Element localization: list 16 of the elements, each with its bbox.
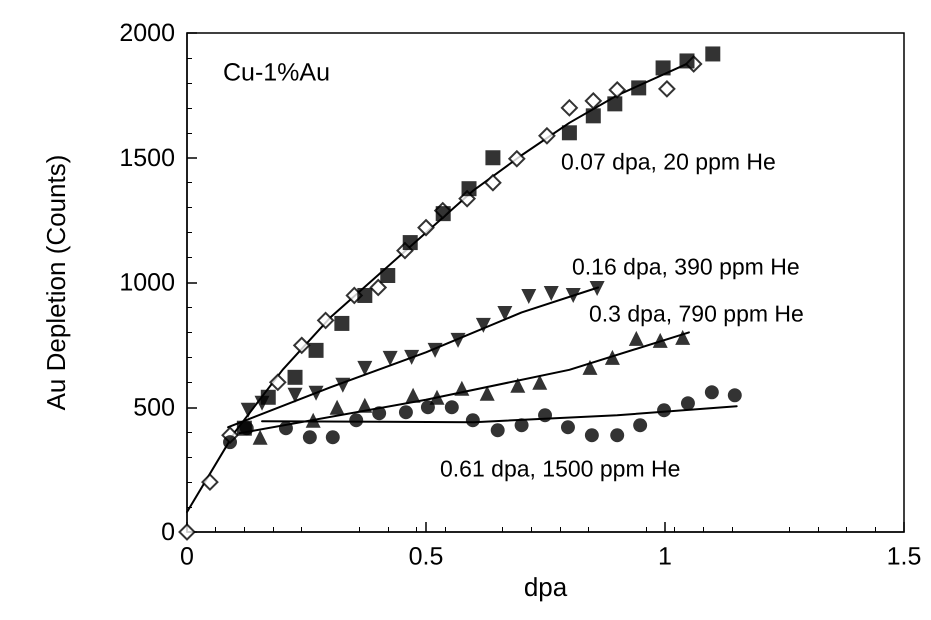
annotation: 0.61 dpa, 1500 ppm He [440, 456, 680, 482]
annotation: 0.16 dpa, 390 ppm He [572, 254, 800, 280]
y-tick-label: 1000 [119, 268, 175, 296]
annotation: 0.3 dpa, 790 ppm He [589, 300, 804, 326]
x-tick-label: 0.5 [408, 542, 444, 570]
y-axis-title: Au Depletion (Counts) [41, 154, 71, 410]
x-tick-label: 0 [180, 542, 194, 570]
y-tick-label: 0 [161, 518, 175, 546]
annotation: 0.07 dpa, 20 ppm He [561, 148, 776, 174]
x-tick-label: 1 [658, 542, 672, 570]
y-tick-label: 2000 [119, 19, 175, 47]
text: Cu-1%Au [223, 58, 330, 86]
y-tick-label: 1500 [119, 144, 175, 172]
x-axis-title: dpa [524, 572, 568, 602]
x-tick-label: 1.5 [886, 542, 922, 570]
y-tick-label: 500 [133, 393, 175, 422]
